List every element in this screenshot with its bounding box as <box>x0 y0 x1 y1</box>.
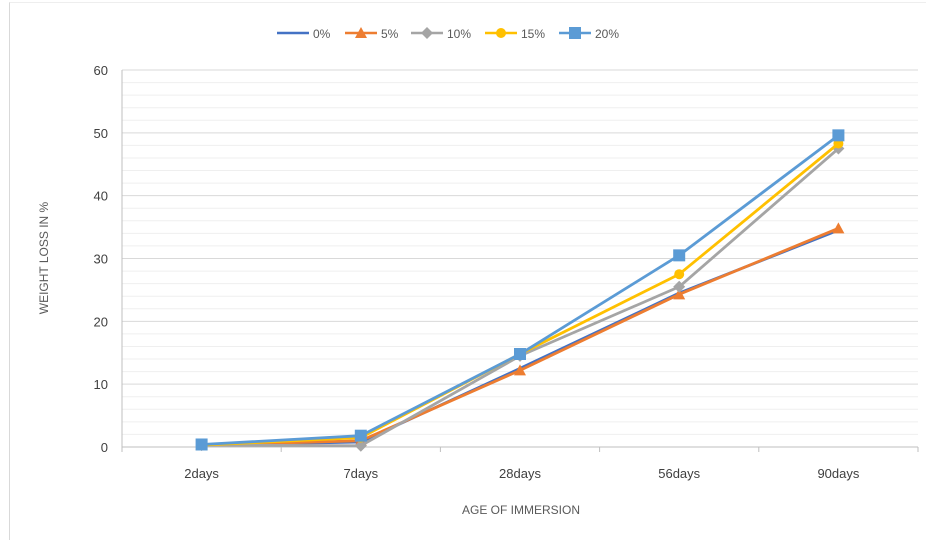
y-tick-label: 20 <box>94 314 108 329</box>
x-tick-label: 28days <box>499 466 541 481</box>
series-line <box>200 226 840 447</box>
series-group <box>195 129 845 452</box>
y-tick-label: 40 <box>94 189 108 204</box>
series-line <box>200 228 840 447</box>
legend-marker <box>355 27 367 38</box>
series-10pct <box>195 142 845 452</box>
legend-item: 0% <box>277 27 331 41</box>
legend: 0% 5% 10% 15% 20% <box>277 27 619 41</box>
legend-label: 15% <box>521 27 545 41</box>
legend-label: 20% <box>595 27 619 41</box>
data-point <box>195 438 208 451</box>
legend-label: 10% <box>447 27 471 41</box>
x-tick-label: 7days <box>343 466 378 481</box>
series-line <box>200 147 840 448</box>
data-point <box>354 429 367 442</box>
legend-marker <box>569 27 581 39</box>
data-point <box>514 348 526 361</box>
y-tick-label: 0 <box>101 440 108 455</box>
gridlines <box>121 69 919 452</box>
x-axis-title: AGE OF IMMERSION <box>462 503 580 517</box>
data-point <box>832 222 845 234</box>
data-point <box>514 364 526 376</box>
x-tick-label: 90days <box>817 466 859 481</box>
data-point <box>673 288 686 300</box>
legend-marker <box>421 27 433 39</box>
chart-frame <box>9 2 926 540</box>
y-tick-label: 30 <box>94 252 108 267</box>
x-tick-label: 56days <box>658 466 700 481</box>
y-tick-label: 60 <box>94 63 108 78</box>
data-point <box>354 439 367 452</box>
data-point <box>674 269 685 280</box>
data-point <box>673 249 686 262</box>
legend-label: 0% <box>313 27 331 41</box>
legend-marker <box>496 28 506 38</box>
x-tick-label: 2days <box>184 466 219 481</box>
legend-item: 5% <box>345 27 399 41</box>
y-tick-label: 10 <box>94 377 108 392</box>
x-axis-ticks: 2days 7days 28days 56days 90days <box>184 466 860 481</box>
legend-item: 20% <box>559 27 619 41</box>
data-point <box>673 280 686 293</box>
data-point <box>832 129 845 142</box>
series-0pct <box>200 228 840 447</box>
y-tick-label: 50 <box>94 126 108 141</box>
legend-item: 15% <box>485 27 545 41</box>
series-15pct <box>196 138 844 451</box>
series-5pct <box>195 222 845 451</box>
y-axis-title: WEIGHT LOSS IN % <box>37 201 51 314</box>
series-line <box>200 133 840 446</box>
series-20pct <box>195 129 845 451</box>
legend-item: 10% <box>411 27 471 41</box>
legend-label: 5% <box>381 27 399 41</box>
series-line <box>200 142 840 447</box>
y-axis-ticks: 0 10 20 30 40 50 60 <box>94 63 108 455</box>
